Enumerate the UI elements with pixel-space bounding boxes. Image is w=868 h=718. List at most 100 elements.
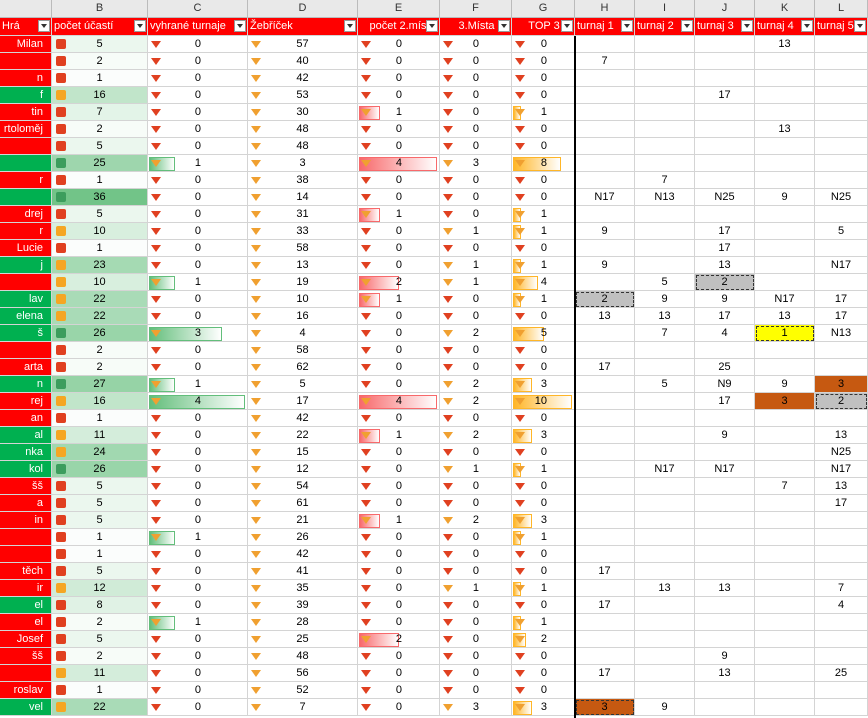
icon [56, 158, 66, 168]
icon [151, 534, 161, 541]
cell [0, 155, 52, 172]
cell: 0 [440, 444, 512, 461]
cell-text: 0 [540, 684, 547, 696]
cell-text: 0 [472, 123, 479, 135]
cell: 5 [635, 376, 695, 393]
filter-button[interactable] [741, 20, 753, 32]
cell: 48 [248, 648, 358, 665]
border-line [574, 36, 576, 718]
icon [443, 313, 453, 320]
icon [56, 379, 66, 389]
cell [815, 274, 868, 291]
cell [695, 206, 755, 223]
cell: 1 [440, 257, 512, 274]
icon [151, 109, 161, 116]
cell: 0 [148, 172, 248, 189]
icon [361, 92, 371, 99]
icon [251, 517, 261, 524]
filter-button[interactable] [854, 20, 866, 32]
cell-text: 0 [194, 191, 201, 203]
filter-button[interactable] [134, 20, 146, 32]
cell: 0 [440, 597, 512, 614]
icon [361, 500, 371, 507]
cell [755, 70, 815, 87]
icon [361, 585, 371, 592]
cell: 0 [148, 461, 248, 478]
cell: 22 [52, 308, 148, 325]
data-bar [513, 395, 572, 409]
filter-button[interactable] [561, 20, 573, 32]
filter-button[interactable] [681, 20, 693, 32]
cell: 1 [52, 546, 148, 563]
cell [755, 206, 815, 223]
cell: 0 [440, 121, 512, 138]
cell-text: 13 [658, 310, 671, 322]
cell-text: 57 [296, 38, 309, 50]
cell: 11 [52, 665, 148, 682]
cell-text: 0 [194, 565, 201, 577]
column-header: Žebříček [248, 18, 358, 36]
filter-button[interactable] [801, 20, 813, 32]
icon [251, 432, 261, 439]
filter-button[interactable] [426, 20, 438, 32]
cell-text: 12 [93, 582, 106, 594]
cell-text: 33 [296, 225, 309, 237]
cell: šš [0, 648, 52, 665]
icon [443, 602, 453, 609]
cell-text: 10 [93, 225, 106, 237]
cell: 0 [440, 206, 512, 223]
cell-text: 0 [395, 140, 402, 152]
cell: 0 [512, 563, 575, 580]
filter-button[interactable] [234, 20, 246, 32]
cell: 0 [512, 308, 575, 325]
filter-button[interactable] [344, 20, 356, 32]
cell-text: N13 [654, 191, 675, 203]
cell: 58 [248, 240, 358, 257]
filter-button[interactable] [621, 20, 633, 32]
cell: 5 [52, 478, 148, 495]
cell: vel [0, 699, 52, 716]
icon [443, 160, 453, 167]
cell [635, 121, 695, 138]
cell-text: 26 [93, 327, 106, 339]
cell: 0 [358, 376, 440, 393]
cell-text: 48 [296, 123, 309, 135]
icon [515, 364, 525, 371]
cell: 1 [358, 104, 440, 121]
cell: 0 [358, 478, 440, 495]
icon [515, 330, 525, 337]
cell [815, 648, 868, 665]
icon [151, 143, 161, 150]
cell: 0 [440, 495, 512, 512]
cell: 13 [248, 257, 358, 274]
cell: 17 [695, 308, 755, 325]
cell [575, 512, 635, 529]
cell: 0 [440, 189, 512, 206]
cell: 9 [695, 648, 755, 665]
icon [515, 466, 525, 473]
cell: 0 [148, 257, 248, 274]
icon [443, 398, 453, 405]
cell-text: 40 [296, 55, 309, 67]
cell-text: N17 [774, 293, 795, 305]
icon [56, 90, 66, 100]
cell-text: 13 [718, 667, 731, 679]
cell: 7 [815, 580, 868, 597]
cell [575, 342, 635, 359]
cell: 5 [52, 563, 148, 580]
cell-text: 1 [540, 208, 547, 220]
cell [695, 104, 755, 121]
cell-text: 3 [540, 378, 547, 390]
filter-button[interactable] [38, 20, 50, 32]
cell [815, 410, 868, 427]
cell-text: 2 [472, 514, 479, 526]
cell: 0 [148, 444, 248, 461]
cell: 16 [248, 308, 358, 325]
filter-button[interactable] [498, 20, 510, 32]
cell [815, 546, 868, 563]
cell [635, 206, 695, 223]
cell: 4 [815, 597, 868, 614]
cell-text: 19 [296, 276, 309, 288]
icon [56, 277, 66, 287]
icon [515, 41, 525, 48]
